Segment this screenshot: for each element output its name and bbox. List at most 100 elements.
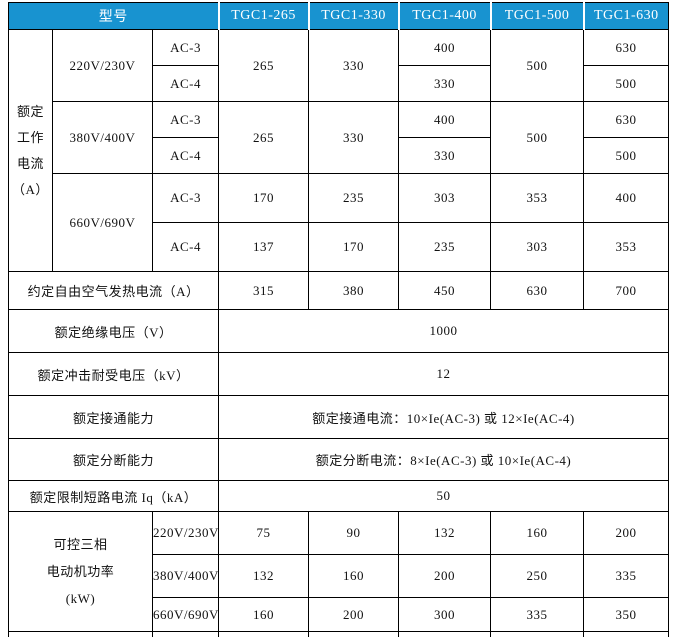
row-short-circuit: 额定限制短路电流 Iq（kA） 50 <box>7 480 670 512</box>
value-660-ac4-1: 137 <box>218 222 310 272</box>
duty-ac4: AC-4 <box>151 137 220 174</box>
value-220-ac4-630: 500 <box>583 65 670 102</box>
row-insulation-voltage: 额定绝缘电压（V） 1000 <box>7 309 670 353</box>
motor-power-label: 可控三相 电动机功率 (kW) <box>8 511 153 632</box>
value-380-500: 500 <box>490 101 585 174</box>
partial-next-row <box>8 631 670 637</box>
thermal-current-3: 450 <box>398 271 492 310</box>
value-660-ac4-3: 235 <box>398 222 492 272</box>
impulse-voltage-label: 额定冲击耐受电压（kV） <box>7 352 220 396</box>
motor-220-3: 132 <box>398 511 492 555</box>
motor-380-2: 160 <box>308 554 400 598</box>
value-660-ac3-4: 353 <box>490 173 585 223</box>
value-660-ac4-5: 353 <box>583 222 670 272</box>
value-380-ac4-630: 500 <box>583 137 670 174</box>
row-380-ac4: AC-4 330 500 <box>9 137 670 174</box>
value-220-500: 500 <box>490 29 585 102</box>
value-660-ac3-3: 303 <box>398 173 492 223</box>
motor-380-4: 250 <box>490 554 585 598</box>
duty-ac4: AC-4 <box>151 65 220 102</box>
value-380-ac3-400: 400 <box>398 101 492 138</box>
motor-660-3: 300 <box>398 597 492 632</box>
duty-ac3: AC-3 <box>151 173 220 223</box>
motor-power-label-line2: 电动机功率 <box>46 564 115 579</box>
thermal-current-5: 700 <box>583 271 670 310</box>
row-making-capacity: 额定接通能力 额定接通电流：10×Ie(AC-3) 或 12×Ie(AC-4) <box>7 395 670 439</box>
making-capacity-label: 额定接通能力 <box>7 395 220 439</box>
thermal-current-label: 约定自由空气发热电流（A） <box>7 271 220 310</box>
value-380-ac4-400: 330 <box>398 137 492 174</box>
header-model-tgc1-330: TGC1-330 <box>307 2 400 30</box>
motor-380-5: 335 <box>583 554 670 598</box>
motor-660-1: 160 <box>218 597 310 632</box>
partial-cell <box>583 631 670 637</box>
value-380-330: 330 <box>308 101 400 174</box>
insulation-voltage-value: 1000 <box>218 309 670 353</box>
header-model-tgc1-400: TGC1-400 <box>397 2 492 30</box>
value-220-ac3-630: 630 <box>583 29 670 66</box>
motor-220-5: 200 <box>583 511 670 555</box>
row-motor-220: 可控三相 电动机功率 (kW) 220V/230V 75 90 132 160 … <box>8 511 670 632</box>
value-380-ac3-630: 630 <box>583 101 670 138</box>
row-660-ac4: AC-4 137 170 235 303 353 <box>9 222 670 272</box>
impulse-voltage-value: 12 <box>218 352 670 396</box>
rated-current-label-line3: 电流 <box>16 155 44 171</box>
partial-cell <box>490 631 585 637</box>
row-thermal-current: 约定自由空气发热电流（A） 315 380 450 630 700 <box>7 271 670 310</box>
partial-cell <box>218 631 310 637</box>
thermal-current-2: 380 <box>308 271 400 310</box>
voltage-380-400: 380V/400V <box>52 101 153 174</box>
value-660-ac4-4: 303 <box>490 222 585 272</box>
motor-660-4: 335 <box>490 597 585 632</box>
value-660-ac3-5: 400 <box>583 173 670 223</box>
header-model-tgc1-500: TGC1-500 <box>489 2 585 30</box>
motor-voltage-220: 220V/230V <box>151 511 220 555</box>
value-220-ac4-400: 330 <box>398 65 492 102</box>
insulation-voltage-label: 额定绝缘电压（V） <box>7 309 220 353</box>
value-380-265: 265 <box>218 101 310 174</box>
motor-660-2: 200 <box>308 597 400 632</box>
spec-table: 型号 TGC1-265 TGC1-330 TGC1-400 TGC1-500 T… <box>7 2 670 637</box>
breaking-capacity-label: 额定分断能力 <box>7 438 220 481</box>
row-motor-660: 660V/690V 160 200 300 335 350 <box>9 597 670 632</box>
header-model-tgc1-265: TGC1-265 <box>217 2 310 30</box>
value-220-265: 265 <box>218 29 310 102</box>
short-circuit-label: 额定限制短路电流 Iq（kA） <box>7 480 220 512</box>
duty-ac3: AC-3 <box>151 29 220 66</box>
row-380-ac3: 380V/400V AC-3 265 330 400 500 630 <box>9 101 670 174</box>
motor-220-4: 160 <box>490 511 585 555</box>
header-row: 型号 TGC1-265 TGC1-330 TGC1-400 TGC1-500 T… <box>7 2 670 30</box>
partial-cell <box>398 631 492 637</box>
partial-cell <box>8 631 153 637</box>
breaking-capacity-value: 额定分断电流：8×Ie(AC-3) 或 10×Ie(AC-4) <box>218 438 670 481</box>
value-660-ac3-2: 235 <box>308 173 400 223</box>
short-circuit-value: 50 <box>218 480 670 512</box>
motor-220-1: 75 <box>218 511 310 555</box>
rated-current-label-line4: （A） <box>12 181 49 197</box>
row-220-ac4: AC-4 330 500 <box>9 65 670 102</box>
motor-voltage-380: 380V/400V <box>151 554 220 598</box>
row-impulse-voltage: 额定冲击耐受电压（kV） 12 <box>7 352 670 396</box>
duty-ac3: AC-3 <box>151 101 220 138</box>
partial-cell <box>308 631 400 637</box>
motor-660-5: 350 <box>583 597 670 632</box>
motor-220-2: 90 <box>308 511 400 555</box>
rated-current-label: 额定 工作 电流 （A） <box>8 29 53 272</box>
voltage-660-690: 660V/690V <box>52 173 153 272</box>
value-660-ac3-1: 170 <box>218 173 310 223</box>
making-capacity-value: 额定接通电流：10×Ie(AC-3) 或 12×Ie(AC-4) <box>218 395 670 439</box>
row-660-ac3: 660V/690V AC-3 170 235 303 353 400 <box>9 173 670 272</box>
duty-ac4: AC-4 <box>151 222 220 272</box>
header-model-label: 型号 <box>7 2 220 30</box>
value-660-ac4-2: 170 <box>308 222 400 272</box>
row-220-ac3: 额定 工作 电流 （A） 220V/230V AC-3 265 330 400 … <box>8 29 670 272</box>
rated-current-label-line2: 工作 <box>16 129 44 145</box>
motor-power-label-line3: (kW) <box>65 591 96 606</box>
rated-current-label-line1: 额定 <box>16 103 44 119</box>
thermal-current-4: 630 <box>490 271 585 310</box>
value-220-ac3-400: 400 <box>398 29 492 66</box>
row-breaking-capacity: 额定分断能力 额定分断电流：8×Ie(AC-3) 或 10×Ie(AC-4) <box>7 438 670 481</box>
partial-cell <box>151 631 220 637</box>
motor-power-label-line1: 可控三相 <box>53 537 108 552</box>
